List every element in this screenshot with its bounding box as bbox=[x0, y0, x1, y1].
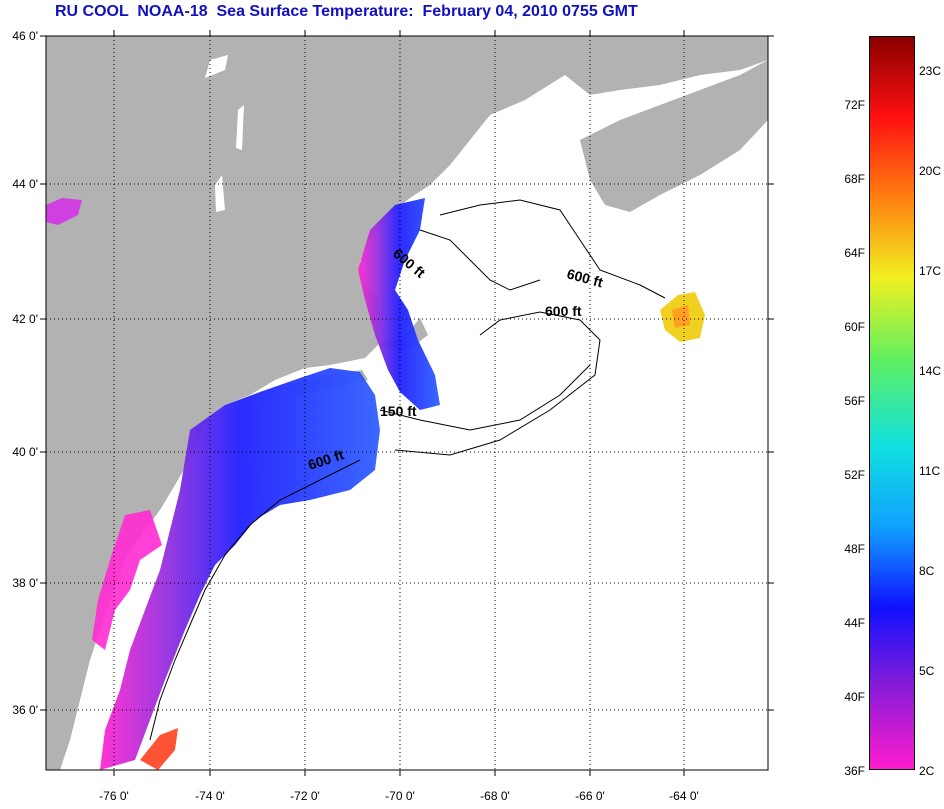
latitude-label: 42 0' bbox=[12, 312, 38, 326]
sst-warm-patch-gulf-stream bbox=[140, 728, 178, 770]
sst-gulf-of-maine bbox=[358, 198, 440, 410]
longitude-label: -72 0' bbox=[290, 789, 320, 803]
longitude-label: -74 0' bbox=[195, 789, 225, 803]
map-title: RU COOL NOAA-18 Sea Surface Temperature:… bbox=[55, 3, 638, 20]
latitude-label: 38 0' bbox=[12, 576, 38, 590]
colorbar-f-label: 36F bbox=[844, 764, 865, 778]
land-mass bbox=[46, 36, 565, 770]
colorbar-c-label: 11C bbox=[919, 464, 941, 478]
colorbar-c-label: 2C bbox=[919, 764, 935, 778]
longitude-label: -76 0' bbox=[99, 789, 129, 803]
colorbar-f-label: 40F bbox=[844, 690, 865, 704]
lake bbox=[205, 55, 228, 78]
colorbar-c-label: 8C bbox=[919, 564, 935, 578]
colorbar-f-label: 64F bbox=[844, 246, 865, 260]
map-frame bbox=[45, 35, 769, 771]
contour-label: 150 ft bbox=[380, 403, 417, 419]
sst-chesapeake bbox=[92, 510, 162, 650]
lake bbox=[236, 105, 244, 150]
colorbar-f-label: 48F bbox=[844, 542, 865, 556]
colorbar-f-label: 68F bbox=[844, 172, 865, 186]
colorbar-f-label: 44F bbox=[844, 616, 865, 630]
sst-warm-eddy-core bbox=[672, 305, 690, 328]
nova-scotia bbox=[580, 60, 768, 212]
contour-600ft-shelf bbox=[149, 459, 361, 741]
contour-600ft-georges bbox=[394, 311, 601, 456]
latitude-label: 46 0' bbox=[12, 29, 38, 43]
contour-600ft-maine bbox=[419, 229, 541, 291]
sst-lake-ontario-patch bbox=[46, 198, 82, 225]
colorbar-c-label: 17C bbox=[919, 264, 942, 278]
maritime-land bbox=[565, 36, 768, 95]
colorbar-c-label: 5C bbox=[919, 664, 935, 678]
latitude-label: 44 0' bbox=[12, 177, 38, 191]
contour-600ft-gulf bbox=[439, 199, 666, 299]
graticule bbox=[46, 36, 768, 770]
colorbar-f-label: 56F bbox=[844, 394, 865, 408]
colorbar-c-label: 14C bbox=[919, 364, 942, 378]
colorbar-c-label: 20C bbox=[919, 164, 942, 178]
sst-mid-atlantic bbox=[100, 368, 380, 770]
longitude-label: -68 0' bbox=[480, 789, 510, 803]
latitude-label: 36 0' bbox=[12, 703, 38, 717]
colorbar-f-label: 60F bbox=[844, 320, 865, 334]
longitude-label: -66 0' bbox=[575, 789, 605, 803]
colorbar-c-label: 23C bbox=[919, 64, 942, 78]
colorbar-f-label: 72F bbox=[844, 98, 865, 112]
contour-label: 600 ft bbox=[545, 303, 582, 319]
temperature-colorbar bbox=[869, 36, 915, 770]
latitude-label: 40 0' bbox=[12, 445, 38, 459]
colorbar-f-label: 52F bbox=[844, 468, 865, 482]
axis-ticks bbox=[40, 30, 774, 776]
longitude-label: -64 0' bbox=[669, 789, 699, 803]
longitude-label: -70 0' bbox=[385, 789, 415, 803]
